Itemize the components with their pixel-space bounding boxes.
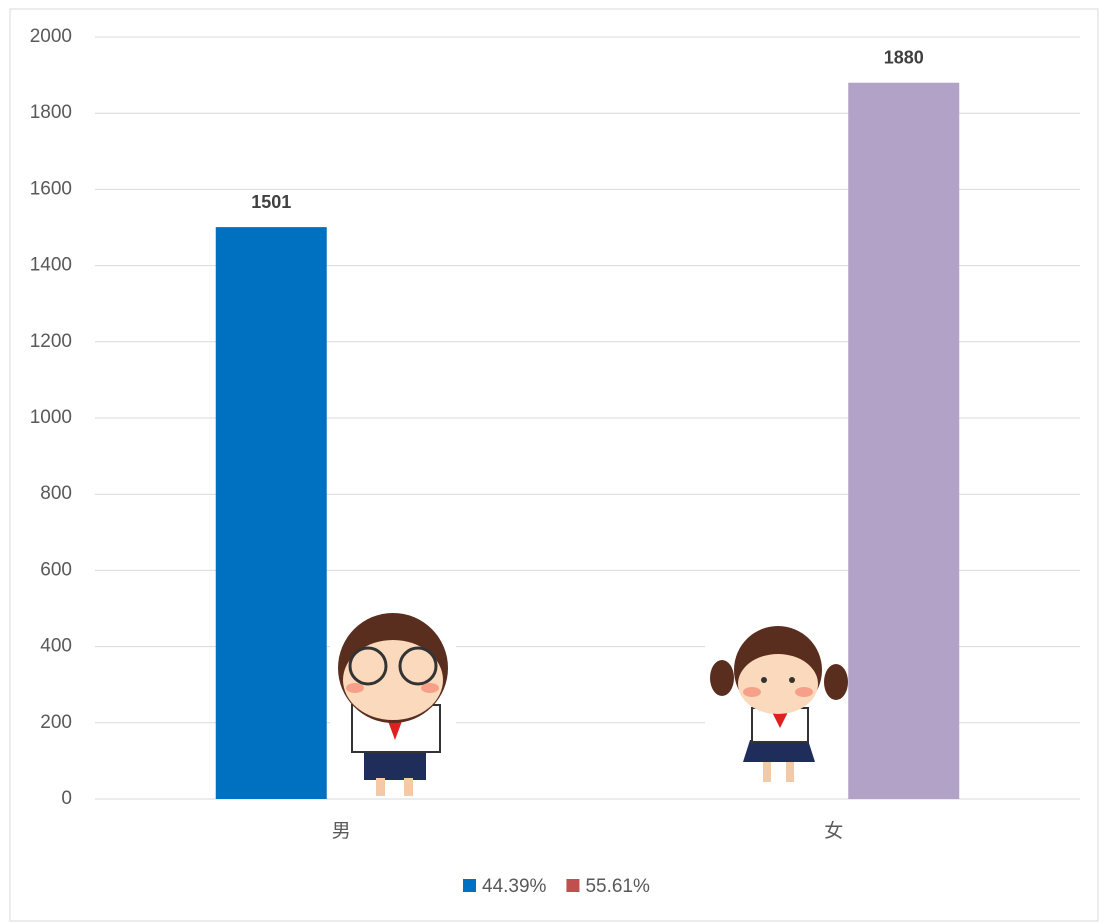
bar <box>848 82 960 800</box>
girl-illustration <box>705 625 848 790</box>
x-tick-label: 女 <box>824 820 843 842</box>
y-tick-label: 400 <box>40 636 72 657</box>
legend-swatch <box>463 879 476 892</box>
y-tick-label: 1000 <box>30 407 72 428</box>
data-label: 1880 <box>884 47 924 67</box>
y-tick-label: 200 <box>40 712 72 733</box>
bar <box>215 227 327 799</box>
y-tick-label: 1800 <box>30 102 72 123</box>
y-tick-label: 600 <box>40 559 72 580</box>
y-tick-label: 800 <box>40 483 72 504</box>
x-tick-label: 男 <box>332 821 351 842</box>
legend-swatch <box>566 879 580 892</box>
legend-label: 55.61% <box>585 876 650 897</box>
data-label: 1501 <box>251 192 291 212</box>
y-tick-label: 1400 <box>30 255 72 276</box>
y-tick-label: 2000 <box>30 26 72 47</box>
y-tick-label: 0 <box>61 788 72 809</box>
plot: 0 200 400 600 800 1000 1200 1400 1600 1800 2000 男 15… <box>30 26 1080 897</box>
boy-illustration <box>330 612 456 798</box>
y-tick-label: 1200 <box>30 331 72 352</box>
y-tick-label: 1600 <box>30 178 72 199</box>
legend-label: 44.39% <box>482 876 547 897</box>
